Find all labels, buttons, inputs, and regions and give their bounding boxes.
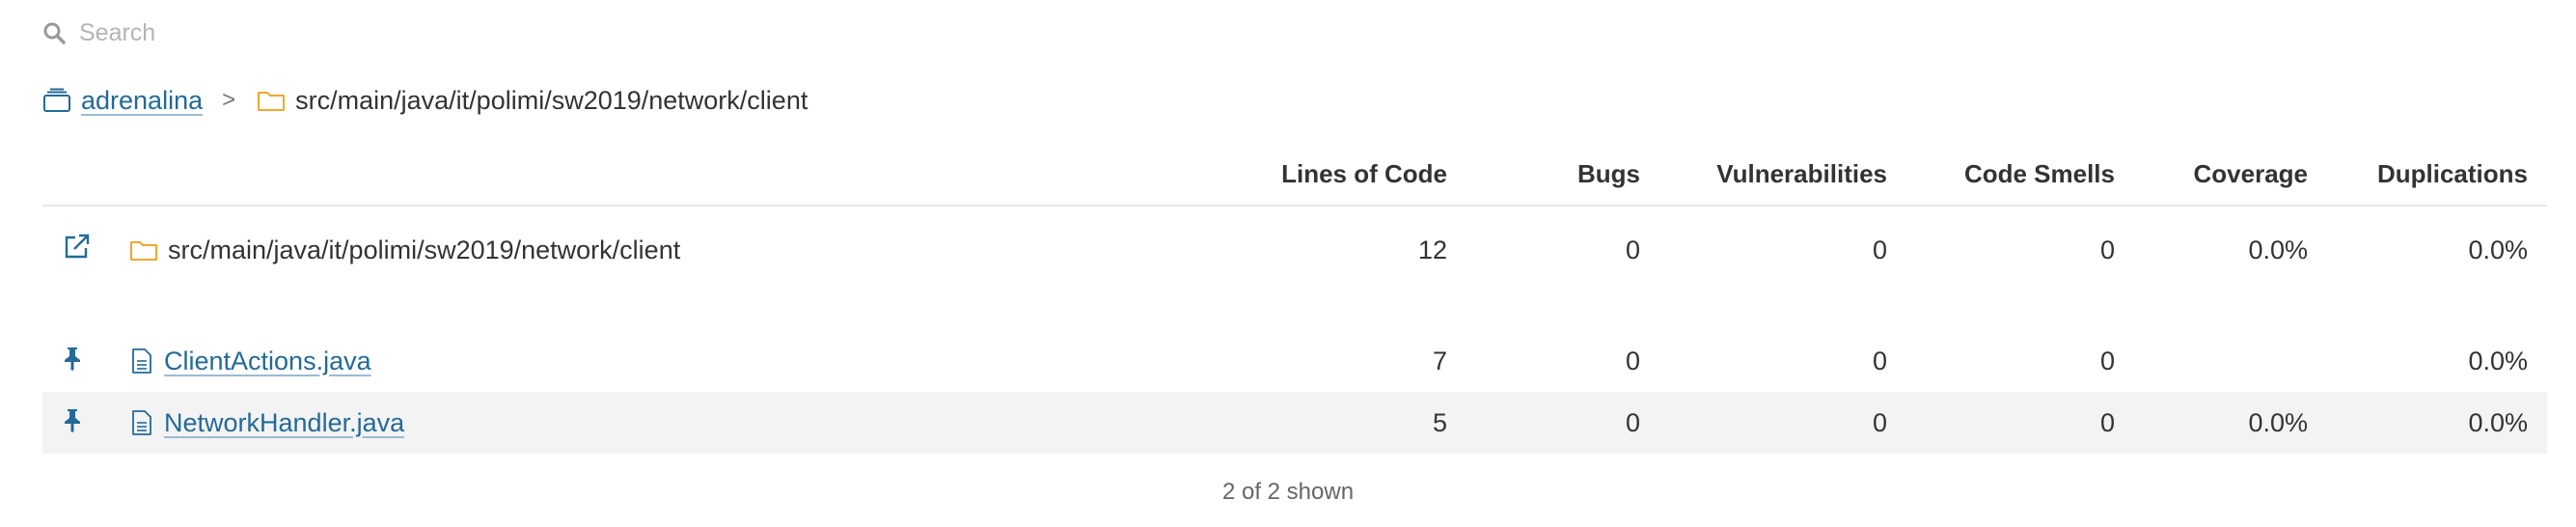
- lines-of-code-value: 5: [1274, 392, 1466, 454]
- duplications-value: 0.0%: [2468, 346, 2528, 375]
- vulnerabilities-value: 0: [1872, 346, 1887, 375]
- header-icon-col: [42, 143, 129, 207]
- bugs-value: 0: [1625, 346, 1640, 375]
- bugs-value: 0: [1625, 235, 1640, 264]
- duplications-value: 0.0%: [2468, 235, 2528, 264]
- lines-of-code-value: 12: [1417, 235, 1447, 264]
- vulnerabilities-value: 0: [1659, 392, 1906, 454]
- table-spacer-row: [42, 293, 2547, 330]
- duplications-value: 0.0%: [2327, 392, 2547, 454]
- lines-of-code-value: 7: [1432, 346, 1447, 375]
- header-coverage[interactable]: Coverage: [2134, 143, 2327, 207]
- header-vulnerabilities[interactable]: Vulnerabilities: [1659, 143, 1906, 207]
- row-name-cell: ClientActions.java: [129, 330, 1274, 392]
- table-row: ClientActions.java 7 0 0 0 0.0%: [42, 330, 2547, 392]
- header-name-col: [129, 143, 1274, 207]
- coverage-value: [2134, 330, 2327, 392]
- folder-icon: [129, 237, 158, 263]
- pin-icon[interactable]: [62, 346, 83, 371]
- breadcrumb-project-link[interactable]: adrenalina: [81, 85, 204, 115]
- search-input[interactable]: Search: [79, 18, 156, 46]
- table-header-row: Lines of Code Bugs Vulnerabilities Code …: [42, 143, 2547, 207]
- row-action-cell: [42, 392, 129, 454]
- vulnerabilities-value: 0: [1872, 235, 1887, 264]
- open-external-icon[interactable]: [62, 233, 91, 262]
- header-bugs[interactable]: Bugs: [1466, 143, 1659, 207]
- search-icon: [42, 21, 66, 44]
- shown-count: 2 of 2 shown: [1221, 479, 1355, 505]
- project-icon: [42, 88, 71, 113]
- breadcrumb-current-path: src/main/java/it/polimi/sw2019/network/c…: [295, 85, 808, 115]
- row-name-cell: src/main/java/it/polimi/sw2019/network/c…: [129, 206, 1274, 293]
- breadcrumb: adrenalina > src/main/java/it/polimi/sw2…: [42, 81, 808, 120]
- table-row: NetworkHandler.java 5 0 0 0 0.0% 0.0%: [42, 392, 2547, 454]
- breadcrumb-separator: >: [222, 87, 236, 113]
- header-duplications[interactable]: Duplications: [2327, 143, 2547, 207]
- row-name-cell: NetworkHandler.java: [129, 392, 1274, 454]
- file-icon: [129, 347, 154, 374]
- code-smells-value: 0: [1906, 392, 2134, 454]
- table-row-base-directory: src/main/java/it/polimi/sw2019/network/c…: [42, 206, 2547, 293]
- coverage-value: 0.0%: [2134, 392, 2327, 454]
- header-lines-of-code[interactable]: Lines of Code: [1274, 143, 1466, 207]
- measures-table: Lines of Code Bugs Vulnerabilities Code …: [42, 143, 2547, 454]
- pin-icon[interactable]: [62, 407, 83, 432]
- file-icon: [129, 409, 154, 436]
- file-link[interactable]: NetworkHandler.java: [164, 407, 405, 437]
- code-smells-value: 0: [2099, 346, 2115, 375]
- row-action-cell: [42, 206, 129, 293]
- file-link[interactable]: ClientActions.java: [164, 346, 371, 375]
- code-smells-value: 0: [2099, 235, 2115, 264]
- folder-icon: [257, 88, 286, 113]
- header-code-smells[interactable]: Code Smells: [1906, 143, 2134, 207]
- search-box[interactable]: Search: [42, 14, 155, 52]
- directory-name: src/main/java/it/polimi/sw2019/network/c…: [168, 235, 681, 264]
- bugs-value: 0: [1466, 392, 1659, 454]
- coverage-value: 0.0%: [2248, 235, 2308, 264]
- row-action-cell: [42, 330, 129, 392]
